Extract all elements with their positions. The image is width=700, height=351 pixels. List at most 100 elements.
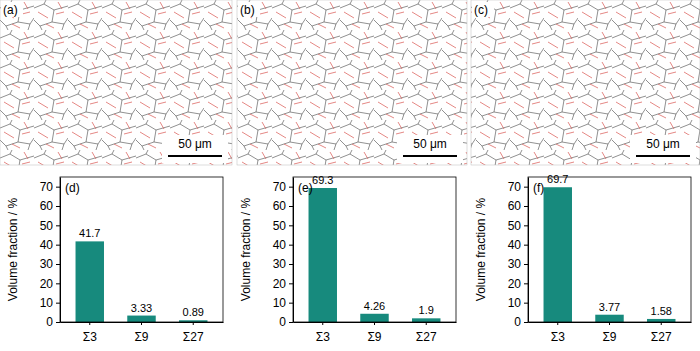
y-tick-mark xyxy=(524,283,528,284)
y-tick: 20 xyxy=(508,277,528,291)
data-label: 3.33 xyxy=(131,302,152,314)
x-tick-label: Σ27 xyxy=(651,330,672,344)
figure: (a)50 μm(b)50 μm(c)50 μm010203040506070Σ… xyxy=(0,0,700,351)
y-tick-mark xyxy=(56,264,60,265)
map-panel: (c)50 μm xyxy=(471,0,700,165)
label-bg xyxy=(472,2,494,17)
x-tick: Σ27 xyxy=(183,322,204,344)
bar xyxy=(360,314,388,322)
panel-label: (e) xyxy=(298,181,313,195)
y-tick-label: 40 xyxy=(508,238,522,252)
bar xyxy=(544,187,572,322)
y-tick-label: 30 xyxy=(273,257,287,271)
y-tick-mark xyxy=(524,322,528,323)
x-tick: Σ9 xyxy=(134,322,148,344)
data-labels: 69.34.261.9 xyxy=(312,174,434,316)
x-tick-mark xyxy=(141,322,142,325)
y-tick-mark xyxy=(524,187,528,188)
x-tick-mark xyxy=(193,322,194,325)
y-axis-title: Volume fraction / % xyxy=(6,197,20,301)
chart: 010203040506070Σ3Σ9Σ27Volume fraction / … xyxy=(239,174,456,344)
bars xyxy=(309,188,441,322)
bar xyxy=(127,316,155,322)
x-tick-mark xyxy=(661,322,662,325)
bar xyxy=(412,318,440,322)
plot-frame xyxy=(528,177,691,322)
y-tick-mark xyxy=(524,225,528,226)
data-labels: 41.73.330.89 xyxy=(79,227,204,318)
x-tick-label: Σ9 xyxy=(367,330,381,344)
data-labels: 69.73.771.58 xyxy=(547,173,672,317)
y-tick: 70 xyxy=(40,180,60,194)
y-tick: 0 xyxy=(46,315,60,329)
x-axis: Σ3 Σ9 Σ27 xyxy=(294,322,457,344)
y-tick: 70 xyxy=(273,180,293,194)
y-tick: 50 xyxy=(40,219,60,233)
y-tick-mark xyxy=(289,225,293,226)
y-axis: 010203040506070 xyxy=(40,178,61,330)
y-tick-label: 50 xyxy=(508,219,522,233)
y-tick: 30 xyxy=(40,257,60,271)
y-tick-mark xyxy=(56,187,60,188)
y-tick-mark xyxy=(524,264,528,265)
y-axis-line xyxy=(528,178,529,323)
y-tick-mark xyxy=(289,283,293,284)
y-tick: 70 xyxy=(508,180,528,194)
y-tick-mark xyxy=(289,187,293,188)
y-tick-label: 40 xyxy=(273,238,287,252)
x-tick-label: Σ27 xyxy=(416,330,437,344)
scale-bar-label: 50 μm xyxy=(178,137,212,151)
plot-frame xyxy=(293,177,456,322)
y-tick: 0 xyxy=(279,315,293,329)
y-tick: 40 xyxy=(273,238,293,252)
bar xyxy=(647,319,675,322)
y-tick-label: 60 xyxy=(273,199,287,213)
y-tick-label: 70 xyxy=(508,180,522,194)
x-tick: Σ3 xyxy=(551,322,565,344)
label-bg xyxy=(238,2,260,17)
bars xyxy=(544,187,676,322)
data-label: 1.9 xyxy=(419,304,434,316)
scale-bar xyxy=(168,155,222,157)
y-tick-label: 70 xyxy=(273,180,287,194)
y-tick-label: 40 xyxy=(40,238,54,252)
bar xyxy=(595,315,623,322)
map-image xyxy=(0,0,232,165)
y-tick: 0 xyxy=(514,315,528,329)
x-tick: Σ27 xyxy=(416,322,437,344)
x-tick: Σ3 xyxy=(83,322,97,344)
x-tick-label: Σ3 xyxy=(83,330,97,344)
scale-bar-bg xyxy=(162,135,228,163)
chart: 010203040506070Σ3Σ9Σ27Volume fraction / … xyxy=(474,173,691,344)
x-tick: Σ9 xyxy=(367,322,381,344)
panel-label: (b) xyxy=(240,3,255,17)
map-image xyxy=(471,0,700,165)
y-tick: 10 xyxy=(508,296,528,310)
y-tick: 30 xyxy=(508,257,528,271)
data-label: 3.77 xyxy=(599,301,620,313)
scale-bar-bg xyxy=(630,135,696,163)
y-tick: 50 xyxy=(273,219,293,233)
x-tick: Σ3 xyxy=(316,322,330,344)
y-tick: 60 xyxy=(273,199,293,213)
data-label: 41.7 xyxy=(79,227,100,239)
x-tick-label: Σ3 xyxy=(316,330,330,344)
scale-bar xyxy=(636,155,690,157)
y-tick-mark xyxy=(524,206,528,207)
y-tick-label: 0 xyxy=(279,315,286,329)
x-tick-mark xyxy=(609,322,610,325)
scale-bar-label: 50 μm xyxy=(646,137,680,151)
y-tick-label: 20 xyxy=(273,277,287,291)
y-tick: 60 xyxy=(40,199,60,213)
x-tick: Σ27 xyxy=(651,322,672,344)
panel-label: (a) xyxy=(3,3,18,17)
x-tick-label: Σ9 xyxy=(134,330,148,344)
y-tick-label: 50 xyxy=(40,219,54,233)
map-panel: (a) 50 μm xyxy=(0,0,232,165)
x-tick-mark xyxy=(89,322,90,325)
x-axis: Σ3Σ9Σ27 xyxy=(529,322,692,344)
scale-bar-label: 50 μm xyxy=(413,137,447,151)
y-tick-mark xyxy=(524,303,528,304)
x-axis: Σ3 Σ9 Σ27 xyxy=(61,322,224,344)
y-tick-label: 20 xyxy=(508,277,522,291)
